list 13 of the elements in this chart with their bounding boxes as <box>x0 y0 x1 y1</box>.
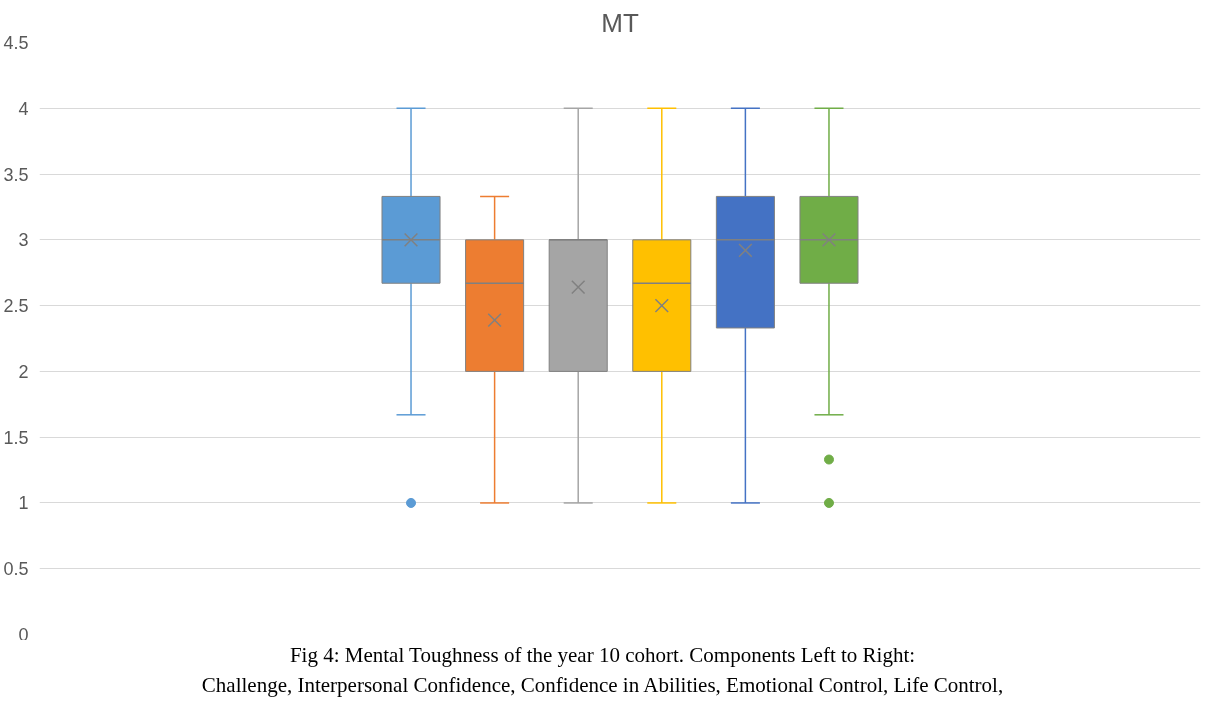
y-tick-label: 3 <box>18 230 29 251</box>
y-tick-label: 0.5 <box>3 559 29 580</box>
y-tick-label: 4 <box>18 98 29 119</box>
y-tick-label: 4.5 <box>3 33 29 53</box>
y-tick-label: 1 <box>18 493 29 514</box>
y-tick-label: 0 <box>18 624 29 645</box>
chart-title: MT <box>601 7 639 38</box>
y-tick-label: 3.5 <box>3 164 29 185</box>
y-tick-label: 2 <box>18 361 29 382</box>
text: Challenge, Interpersonal Confidence, Confidence in Abilities, Emotional Control, Life Control, <box>201 672 1004 699</box>
y-tick-label: 1.5 <box>3 427 29 448</box>
y-tick-label: 2.5 <box>3 296 29 317</box>
caption: Fig 4: Mental Toughness of the year 10 cohort. Components Left to Right: <box>289 642 916 669</box>
